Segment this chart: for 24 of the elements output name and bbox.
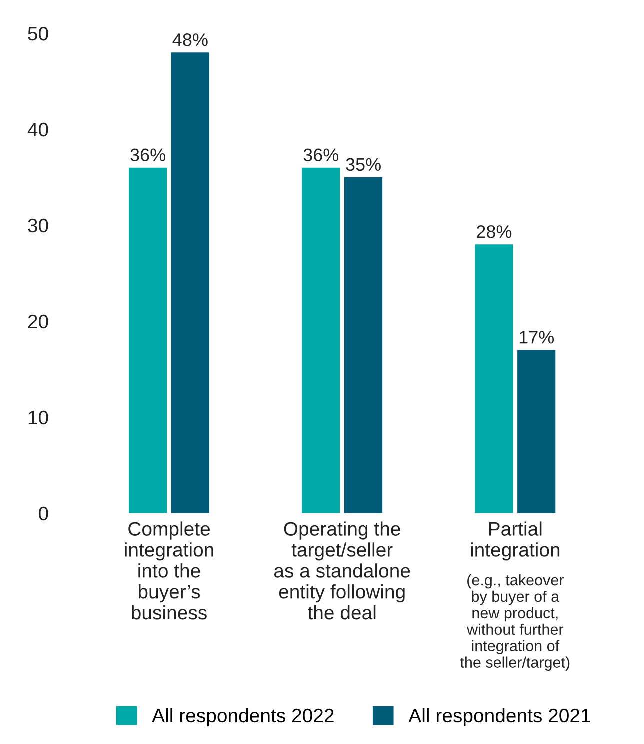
y-tick-label: 30 [28, 218, 48, 233]
y-tick-label: 10 [28, 410, 48, 425]
y-tick-label: 50 [28, 26, 48, 41]
bar [129, 168, 168, 514]
legend-label: All respondents 2022 [152, 708, 334, 726]
bar [344, 177, 383, 514]
data-label: 48% [172, 34, 208, 46]
y-tick-label: 40 [28, 122, 48, 137]
bar [518, 350, 556, 514]
data-label: 36% [130, 148, 166, 162]
y-tick-label: 20 [28, 314, 48, 329]
bar [302, 168, 340, 514]
data-label: 35% [346, 158, 381, 172]
bar [475, 244, 514, 514]
text: (e.g., takeover by buyer of a new product, without further integration of the seller/target) [460, 574, 570, 671]
x-tick-label: Complete integration into the buyer’s business [125, 522, 214, 620]
y-tick-label: 0 [39, 506, 48, 521]
data-label: 17% [520, 331, 554, 344]
bar [171, 52, 210, 514]
legend-label: All respondents 2021 [408, 708, 590, 726]
x-tick-label: Operating the target/seller as a standalone entity following the deal [274, 522, 410, 620]
x-tick-label: Partial integration [471, 522, 560, 561]
data-label: 28% [477, 225, 512, 238]
data-label: 36% [304, 148, 339, 162]
